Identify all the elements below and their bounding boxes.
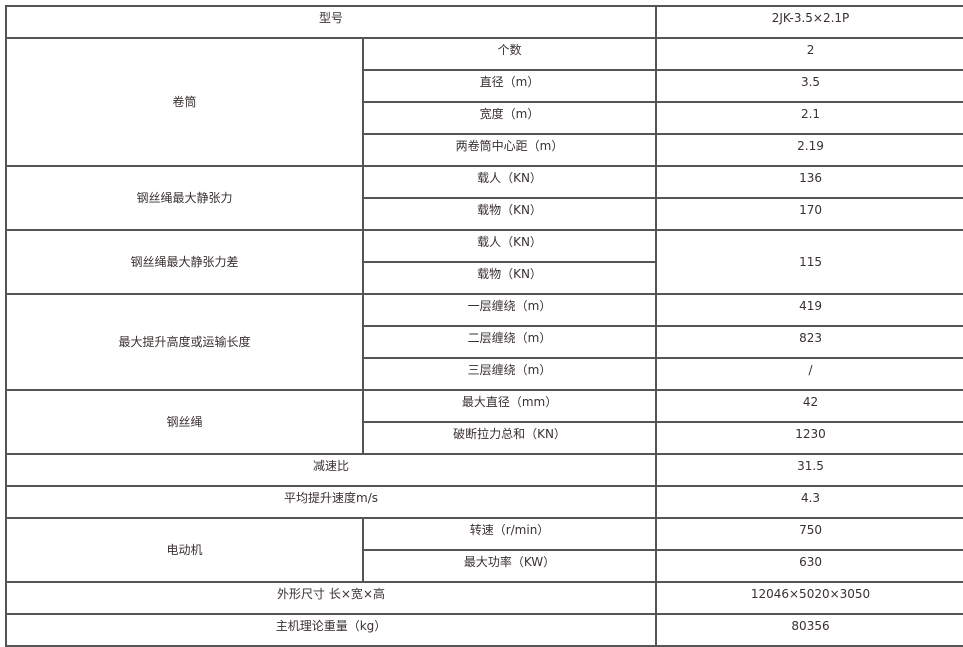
tension-label: 钢丝绳最大静张力: [5, 165, 364, 231]
row-value: 630: [655, 549, 963, 583]
reduction-ratio-value: 31.5: [655, 453, 963, 487]
row-value: 750: [655, 517, 963, 551]
table-row: 卷筒 个数 2: [5, 37, 963, 167]
row-value: 2.1: [655, 101, 963, 135]
table-row: 载物（KN） 170: [6, 197, 963, 231]
drum-label: 卷筒: [5, 37, 364, 167]
table-row: 两卷筒中心距（m） 2.19: [6, 133, 963, 167]
table-row: 三层缠绕（m） /: [6, 357, 963, 391]
table-row: 减速比 31.5: [4, 453, 963, 487]
reduction-ratio-label: 减速比: [4, 453, 658, 487]
row-label: 三层缠绕（m）: [361, 357, 658, 391]
table-row: 钢丝绳 最大直径（mm） 42: [5, 389, 963, 455]
tension-diff-label: 钢丝绳最大静张力差: [5, 229, 364, 295]
table-row: 直径（m） 3.5: [6, 69, 963, 103]
row-value: 136: [655, 165, 963, 199]
row-value: 1230: [655, 421, 963, 455]
max-lift-label: 最大提升高度或运输长度: [5, 293, 364, 391]
table-row: 电动机 转速（r/min） 750: [5, 517, 963, 583]
row-label: 载人（KN）: [361, 229, 658, 263]
weight-value: 80356: [655, 613, 963, 647]
table-row: 破断拉力总和（KN） 1230: [6, 421, 963, 455]
row-label: 载物（KN）: [361, 261, 658, 295]
row-value: 419: [655, 293, 963, 327]
table-row: 宽度（m） 2.1: [6, 101, 963, 135]
table-row: 型号 2JK-3.5×2.1P: [4, 5, 963, 39]
dimensions-value: 12046×5020×3050: [655, 581, 963, 615]
row-label: 一层缠绕（m）: [361, 293, 658, 327]
row-label: 个数: [361, 37, 658, 71]
table-row: 二层缠绕（m） 823: [6, 325, 963, 359]
motor-label: 电动机: [5, 517, 364, 583]
row-label: 载物（KN）: [361, 197, 658, 231]
row-value: 2: [655, 37, 963, 71]
row-label: 两卷筒中心距（m）: [361, 133, 658, 167]
avg-speed-label: 平均提升速度m/s: [4, 485, 658, 519]
dimensions-label: 外形尺寸 长×宽×高: [4, 581, 658, 615]
avg-speed-value: 4.3: [655, 485, 963, 519]
row-label: 最大直径（mm）: [361, 389, 658, 423]
row-value: 170: [655, 197, 963, 231]
row-label: 二层缠绕（m）: [361, 325, 658, 359]
weight-label: 主机理论重量（kg）: [4, 613, 658, 647]
row-label: 破断拉力总和（KN）: [361, 421, 658, 455]
table-row: 主机理论重量（kg） 80356: [4, 613, 963, 647]
rope-label: 钢丝绳: [5, 389, 364, 455]
model-value: 2JK-3.5×2.1P: [655, 5, 963, 39]
spec-table: 型号 2JK-3.5×2.1P 卷筒 个数 2 直径（m） 3.5 宽度（m） …: [4, 5, 963, 647]
row-label: 直径（m）: [361, 69, 658, 103]
table-row: 钢丝绳最大静张力 载人（KN） 136: [5, 165, 963, 231]
table-row: 载物（KN）: [6, 261, 963, 295]
model-label: 型号: [4, 5, 658, 39]
table-row: 外形尺寸 长×宽×高 12046×5020×3050: [4, 581, 963, 615]
row-value: 2.19: [655, 133, 963, 167]
row-label: 宽度（m）: [361, 101, 658, 135]
table-row: 钢丝绳最大静张力差 载人（KN） 115: [5, 229, 963, 295]
row-label: 最大功率（KW）: [361, 549, 658, 583]
row-value: 3.5: [655, 69, 963, 103]
row-label: 载人（KN）: [361, 165, 658, 199]
row-value: 115: [655, 229, 963, 295]
table-row: 最大功率（KW） 630: [6, 549, 963, 583]
row-value: 823: [655, 325, 963, 359]
row-value: 42: [655, 389, 963, 423]
row-value: /: [655, 357, 963, 391]
table-row: 最大提升高度或运输长度 一层缠绕（m） 419: [5, 293, 963, 391]
row-label: 转速（r/min）: [361, 517, 658, 551]
table-row: 平均提升速度m/s 4.3: [4, 485, 963, 519]
